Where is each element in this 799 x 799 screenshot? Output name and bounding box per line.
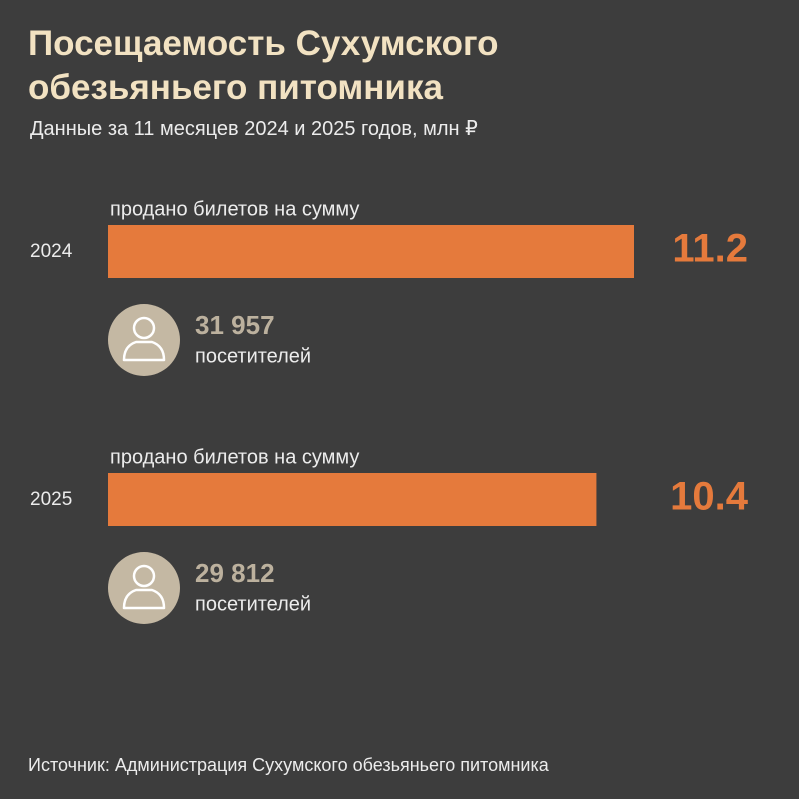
visitor-icon-bg [108,304,180,376]
visitor-icon-head [132,316,156,340]
category-label: 2025 [30,489,72,510]
visitor-icon-head [132,564,156,588]
bar-caption: продано билетов на сумму [110,446,359,468]
visitor-icon-bg [108,552,180,624]
visitor-count: 31 957 [195,310,275,340]
bar [108,225,634,278]
visitor-label: посетителей [195,593,311,615]
visitor-icon-body [122,340,166,362]
visitor-count: 29 812 [195,558,275,588]
value-label: 11.2 [672,227,748,271]
chart-subtitle: Данные за 11 месяцев 2024 и 2025 годов, … [30,118,478,140]
category-label: 2024 [30,241,73,262]
chart-title: Посещаемость Сухумского обезьяньего пито… [28,24,499,107]
source: Источник: Администрация Сухумского обезь… [28,755,550,775]
bar [108,473,597,526]
visitor-label: посетителей [195,345,311,367]
value-label: 10.4 [670,475,749,519]
visitor-icon-body [122,588,166,610]
bar-caption: продано билетов на сумму [110,198,359,220]
